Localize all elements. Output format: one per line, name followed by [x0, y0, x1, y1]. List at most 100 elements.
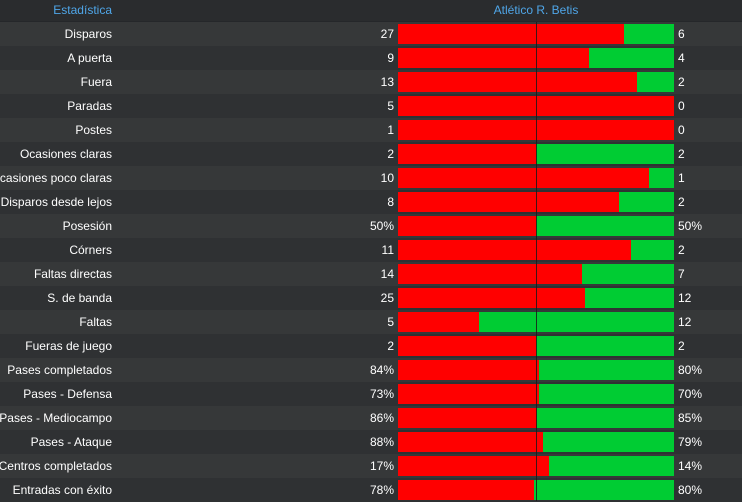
away-bar-segment — [479, 312, 674, 332]
stat-row: Faltas directas 14 7 — [0, 262, 742, 286]
bar-center-line — [536, 22, 537, 501]
home-value: 10 — [380, 171, 394, 185]
home-value: 2 — [387, 147, 394, 161]
stat-label: Centros completados — [0, 459, 112, 473]
away-bar-segment — [536, 336, 674, 356]
home-bar-segment — [398, 288, 585, 308]
home-bar-segment — [398, 384, 539, 404]
stat-row: Pases - Mediocampo 86% 85% — [0, 406, 742, 430]
stat-label: Entradas con éxito — [12, 483, 112, 497]
stat-row: Faltas 5 12 — [0, 310, 742, 334]
away-value: 80% — [678, 483, 703, 497]
home-bar-segment — [398, 216, 536, 236]
team-column-header[interactable]: Atlético R. Betis — [493, 3, 579, 17]
stat-row: Posesión 50% 50% — [0, 214, 742, 238]
home-value: 78% — [369, 483, 394, 497]
away-value: 79% — [678, 435, 703, 449]
home-bar-segment — [398, 264, 582, 284]
stat-row: Centros completados 17% 14% — [0, 454, 742, 478]
home-value: 86% — [369, 411, 394, 425]
home-bar-segment — [398, 144, 536, 164]
stat-row: Córners 11 2 — [0, 238, 742, 262]
stat-label: Paradas — [67, 99, 112, 113]
stat-label: Fuera — [80, 75, 112, 89]
stat-row: A puerta 9 4 — [0, 46, 742, 70]
away-bar-segment — [589, 48, 674, 68]
stat-label: Pases - Ataque — [30, 435, 112, 449]
home-bar-segment — [398, 480, 534, 500]
away-bar-segment — [539, 384, 674, 404]
home-bar-segment — [398, 72, 637, 92]
stat-label: Faltas — [79, 315, 112, 329]
stat-row: Fuera 13 2 — [0, 70, 742, 94]
home-bar-segment — [398, 360, 539, 380]
home-bar-segment — [398, 312, 479, 332]
home-bar-segment — [398, 48, 589, 68]
stat-label: Ocasiones claras — [19, 147, 112, 161]
stat-label: Ocasiones poco claras — [0, 171, 112, 185]
home-value: 73% — [369, 387, 394, 401]
home-value: 2 — [387, 339, 394, 353]
stat-column-header[interactable]: Estadística — [53, 3, 112, 17]
stat-label: Disparos desde lejos — [0, 195, 112, 209]
away-value: 12 — [678, 291, 692, 305]
home-value: 8 — [387, 195, 394, 209]
away-bar-segment — [582, 264, 674, 284]
stat-row: Postes 1 0 — [0, 118, 742, 142]
away-bar-segment — [637, 72, 674, 92]
away-value: 80% — [678, 363, 703, 377]
away-bar-segment — [585, 288, 674, 308]
away-bar-segment — [536, 144, 674, 164]
away-bar-segment — [536, 216, 674, 236]
away-value: 2 — [678, 75, 685, 89]
stat-label: Postes — [75, 123, 112, 137]
stat-row: Pases completados 84% 80% — [0, 358, 742, 382]
away-value: 85% — [678, 411, 703, 425]
home-bar-segment — [398, 336, 536, 356]
stat-row: Disparos desde lejos 8 2 — [0, 190, 742, 214]
home-value: 84% — [369, 363, 394, 377]
home-value: 13 — [380, 75, 394, 89]
stat-label: Fueras de juego — [25, 339, 112, 353]
away-value: 7 — [678, 267, 685, 281]
home-value: 50% — [369, 219, 394, 233]
stat-row: Pases - Ataque 88% 79% — [0, 430, 742, 454]
away-value: 70% — [678, 387, 703, 401]
away-value: 50% — [678, 219, 703, 233]
home-bar-segment — [398, 24, 624, 44]
home-value: 25 — [380, 291, 394, 305]
stat-label: Disparos — [64, 27, 112, 41]
away-value: 0 — [678, 123, 685, 137]
away-bar-segment — [539, 360, 674, 380]
away-bar-segment — [543, 432, 674, 452]
home-bar-segment — [398, 192, 619, 212]
away-value: 14% — [678, 459, 703, 473]
stat-label: Faltas directas — [33, 267, 112, 281]
home-bar-segment — [398, 240, 631, 260]
stat-label: Pases completados — [7, 363, 112, 377]
away-bar-segment — [537, 408, 674, 428]
away-bar-segment — [549, 456, 674, 476]
stats-header: Estadística Atlético R. Betis — [0, 0, 742, 22]
stat-row: Paradas 5 0 — [0, 94, 742, 118]
away-value: 2 — [678, 147, 685, 161]
away-value: 2 — [678, 243, 685, 257]
home-value: 5 — [387, 315, 394, 329]
home-value: 27 — [380, 27, 394, 41]
stat-row: Ocasiones claras 2 2 — [0, 142, 742, 166]
stat-row: Entradas con éxito 78% 80% — [0, 478, 742, 502]
away-value: 2 — [678, 195, 685, 209]
home-value: 9 — [387, 51, 394, 65]
away-bar-segment — [624, 24, 674, 44]
away-bar-segment — [534, 480, 674, 500]
stat-label: Posesión — [62, 219, 112, 233]
comparison-bar — [398, 192, 674, 212]
away-bar-segment — [631, 240, 674, 260]
stats-rows: Disparos 27 6 A puerta 9 4 Fuera 13 2 Paradas 5 0 Po… — [0, 22, 742, 502]
home-bar-segment — [398, 408, 537, 428]
stat-label: Córners — [69, 243, 112, 257]
stat-label: Pases - Mediocampo — [0, 411, 112, 425]
home-value: 88% — [369, 435, 394, 449]
stat-row: Fueras de juego 2 2 — [0, 334, 742, 358]
stat-row: Pases - Defensa 73% 70% — [0, 382, 742, 406]
